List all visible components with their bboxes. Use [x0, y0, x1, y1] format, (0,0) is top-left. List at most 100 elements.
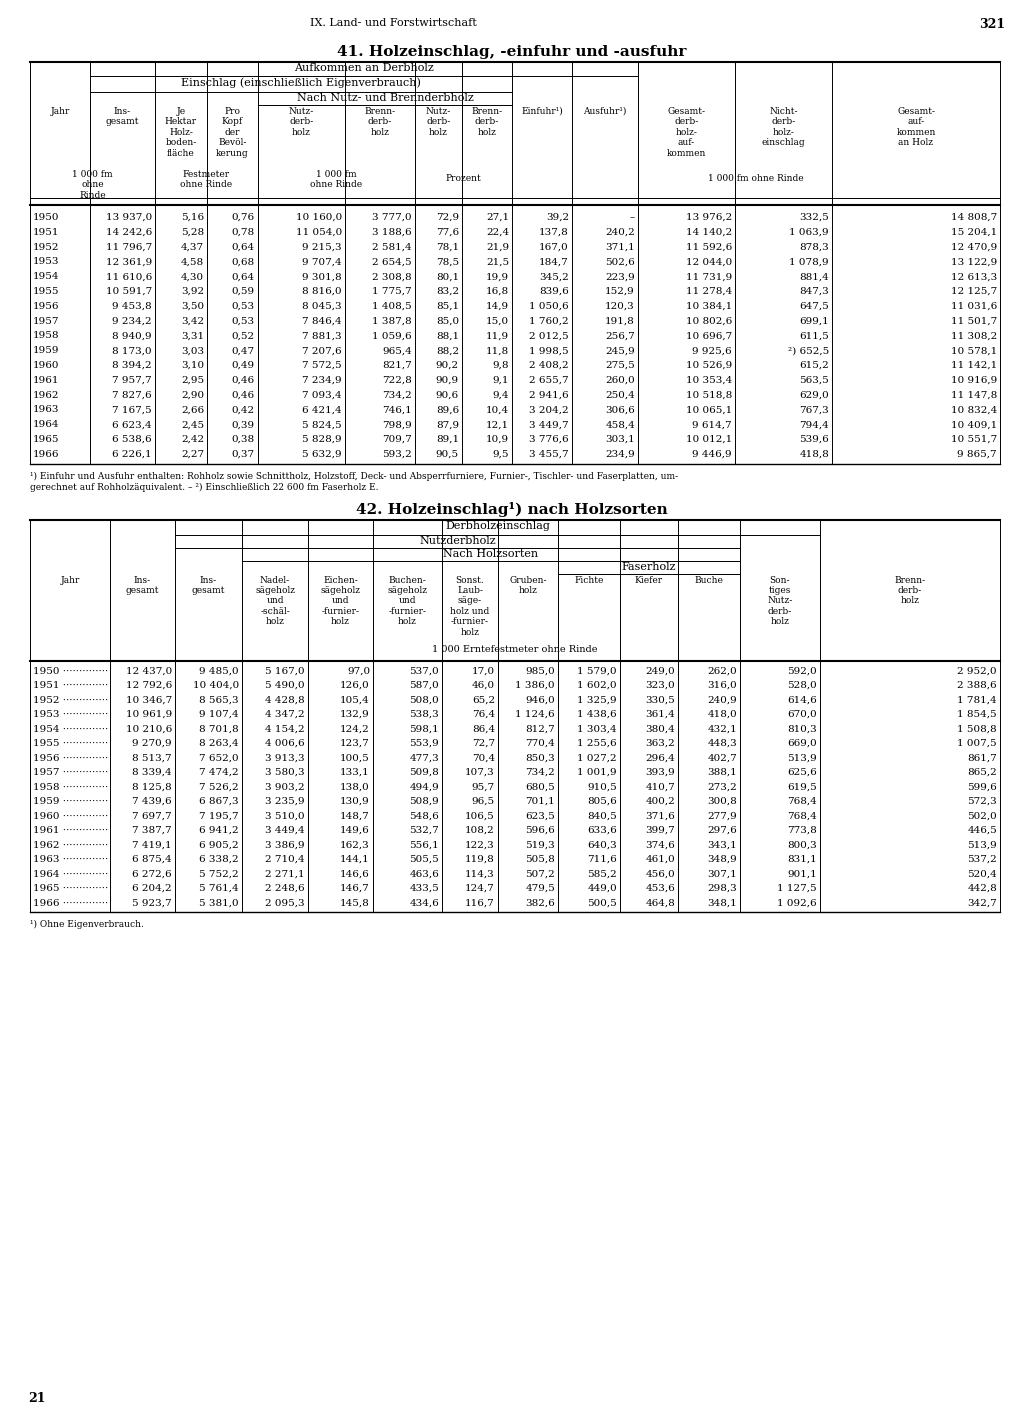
- Text: 114,3: 114,3: [465, 869, 495, 879]
- Text: 0,68: 0,68: [231, 258, 255, 266]
- Text: ¹) Ohne Eigenverbrauch.: ¹) Ohne Eigenverbrauch.: [30, 920, 144, 929]
- Text: 881,4: 881,4: [800, 272, 829, 282]
- Text: 89,6: 89,6: [436, 406, 459, 414]
- Text: 3,10: 3,10: [181, 361, 204, 371]
- Text: ²) 652,5: ²) 652,5: [787, 347, 829, 355]
- Text: Nutz-
derb-
holz: Nutz- derb- holz: [289, 107, 314, 137]
- Text: 585,2: 585,2: [587, 869, 617, 879]
- Text: Gruben-
holz: Gruben- holz: [509, 576, 547, 595]
- Text: Buche: Buche: [694, 576, 723, 585]
- Text: 0,76: 0,76: [231, 213, 255, 223]
- Text: Eichen-
sägeholz
und
-furnier-
holz: Eichen- sägeholz und -furnier- holz: [321, 576, 360, 626]
- Text: 11,8: 11,8: [485, 347, 509, 355]
- Text: 509,8: 509,8: [410, 768, 439, 778]
- Text: 629,0: 629,0: [800, 390, 829, 400]
- Text: 332,5: 332,5: [800, 213, 829, 223]
- Text: 0,59: 0,59: [231, 287, 255, 296]
- Text: 240,2: 240,2: [605, 228, 635, 237]
- Text: 8 701,8: 8 701,8: [200, 724, 239, 734]
- Text: 1960: 1960: [33, 361, 59, 371]
- Text: ¹) Einfuhr und Ausfuhr enthalten: Rohholz sowie Schnittholz, Holzstoff, Deck- un: ¹) Einfuhr und Ausfuhr enthalten: Rohhol…: [30, 472, 678, 480]
- Text: 494,9: 494,9: [410, 782, 439, 792]
- Text: Buchen-
sägeholz
und
-furnier-
holz: Buchen- sägeholz und -furnier- holz: [387, 576, 427, 626]
- Text: 500,5: 500,5: [587, 899, 617, 907]
- Text: 10 696,7: 10 696,7: [686, 331, 732, 341]
- Text: 1950: 1950: [33, 213, 59, 223]
- Text: 0,46: 0,46: [231, 390, 255, 400]
- Text: Aufkommen an Derbholz: Aufkommen an Derbholz: [294, 63, 434, 73]
- Text: 7 572,5: 7 572,5: [302, 361, 342, 371]
- Text: 144,1: 144,1: [340, 855, 370, 864]
- Text: 8 940,9: 8 940,9: [113, 331, 152, 341]
- Text: 1 000 fm
ohne
Rinde: 1 000 fm ohne Rinde: [72, 170, 113, 200]
- Text: 2 952,0: 2 952,0: [957, 666, 997, 675]
- Text: 8 565,3: 8 565,3: [200, 696, 239, 704]
- Text: 87,9: 87,9: [436, 420, 459, 430]
- Text: 7 439,6: 7 439,6: [132, 797, 172, 806]
- Text: 6 941,2: 6 941,2: [200, 826, 239, 836]
- Text: 861,7: 861,7: [968, 754, 997, 762]
- Text: 1 325,9: 1 325,9: [578, 696, 617, 704]
- Text: Nicht-
derb-
holz-
einschlag: Nicht- derb- holz- einschlag: [762, 107, 805, 147]
- Text: 0,47: 0,47: [231, 347, 255, 355]
- Text: 711,6: 711,6: [587, 855, 617, 864]
- Text: 458,4: 458,4: [605, 420, 635, 430]
- Text: 273,2: 273,2: [708, 782, 737, 792]
- Text: 1962: 1962: [33, 390, 59, 400]
- Text: 11 731,9: 11 731,9: [686, 272, 732, 282]
- Text: 773,8: 773,8: [787, 826, 817, 836]
- Text: 587,0: 587,0: [410, 681, 439, 690]
- Text: 768,4: 768,4: [787, 812, 817, 820]
- Text: 502,0: 502,0: [968, 812, 997, 820]
- Text: 0,37: 0,37: [231, 449, 255, 459]
- Text: 41. Holzeinschlag, -einfuhr und -ausfuhr: 41. Holzeinschlag, -einfuhr und -ausfuhr: [337, 45, 687, 59]
- Text: 11 796,7: 11 796,7: [105, 242, 152, 252]
- Text: 1952 ··············: 1952 ··············: [33, 696, 109, 704]
- Text: 13 937,0: 13 937,0: [105, 213, 152, 223]
- Text: 8 816,0: 8 816,0: [302, 287, 342, 296]
- Text: 794,4: 794,4: [800, 420, 829, 430]
- Text: 6 421,4: 6 421,4: [302, 406, 342, 414]
- Text: 348,1: 348,1: [708, 899, 737, 907]
- Text: 505,5: 505,5: [410, 855, 439, 864]
- Text: 4,30: 4,30: [181, 272, 204, 282]
- Text: 3 777,0: 3 777,0: [373, 213, 412, 223]
- Text: 108,2: 108,2: [465, 826, 495, 836]
- Text: 464,8: 464,8: [645, 899, 675, 907]
- Text: 80,1: 80,1: [436, 272, 459, 282]
- Text: 1 092,6: 1 092,6: [777, 899, 817, 907]
- Text: 371,1: 371,1: [605, 242, 635, 252]
- Text: 321: 321: [979, 18, 1005, 31]
- Text: 306,6: 306,6: [605, 406, 635, 414]
- Text: 3,03: 3,03: [181, 347, 204, 355]
- Text: 553,9: 553,9: [410, 740, 439, 748]
- Text: 1955 ··············: 1955 ··············: [33, 740, 109, 748]
- Text: 402,7: 402,7: [708, 754, 737, 762]
- Text: 72,7: 72,7: [472, 740, 495, 748]
- Text: 1958: 1958: [33, 331, 59, 341]
- Text: 10 065,1: 10 065,1: [686, 406, 732, 414]
- Text: 10 551,7: 10 551,7: [950, 435, 997, 444]
- Text: 1 579,0: 1 579,0: [578, 666, 617, 675]
- Text: 65,2: 65,2: [472, 696, 495, 704]
- Text: 9 485,0: 9 485,0: [200, 666, 239, 675]
- Text: 105,4: 105,4: [340, 696, 370, 704]
- Text: 223,9: 223,9: [605, 272, 635, 282]
- Text: 1 438,6: 1 438,6: [578, 710, 617, 719]
- Text: 699,1: 699,1: [800, 317, 829, 325]
- Text: 3,50: 3,50: [181, 302, 204, 311]
- Text: 1961 ··············: 1961 ··············: [33, 826, 109, 836]
- Text: 96,5: 96,5: [472, 797, 495, 806]
- Text: 448,3: 448,3: [708, 740, 737, 748]
- Text: 14 140,2: 14 140,2: [686, 228, 732, 237]
- Text: 8 513,7: 8 513,7: [132, 754, 172, 762]
- Text: 418,0: 418,0: [708, 710, 737, 719]
- Text: 10 346,7: 10 346,7: [126, 696, 172, 704]
- Text: 122,3: 122,3: [465, 841, 495, 850]
- Text: 234,9: 234,9: [605, 449, 635, 459]
- Text: 9 270,9: 9 270,9: [132, 740, 172, 748]
- Text: 800,3: 800,3: [787, 841, 817, 850]
- Text: 14 808,7: 14 808,7: [950, 213, 997, 223]
- Text: 9 707,4: 9 707,4: [302, 258, 342, 266]
- Text: gerechnet auf Rohholzäquivalent. – ²) Einschließlich 22 600 fm Faserholz E.: gerechnet auf Rohholzäquivalent. – ²) Ei…: [30, 483, 379, 492]
